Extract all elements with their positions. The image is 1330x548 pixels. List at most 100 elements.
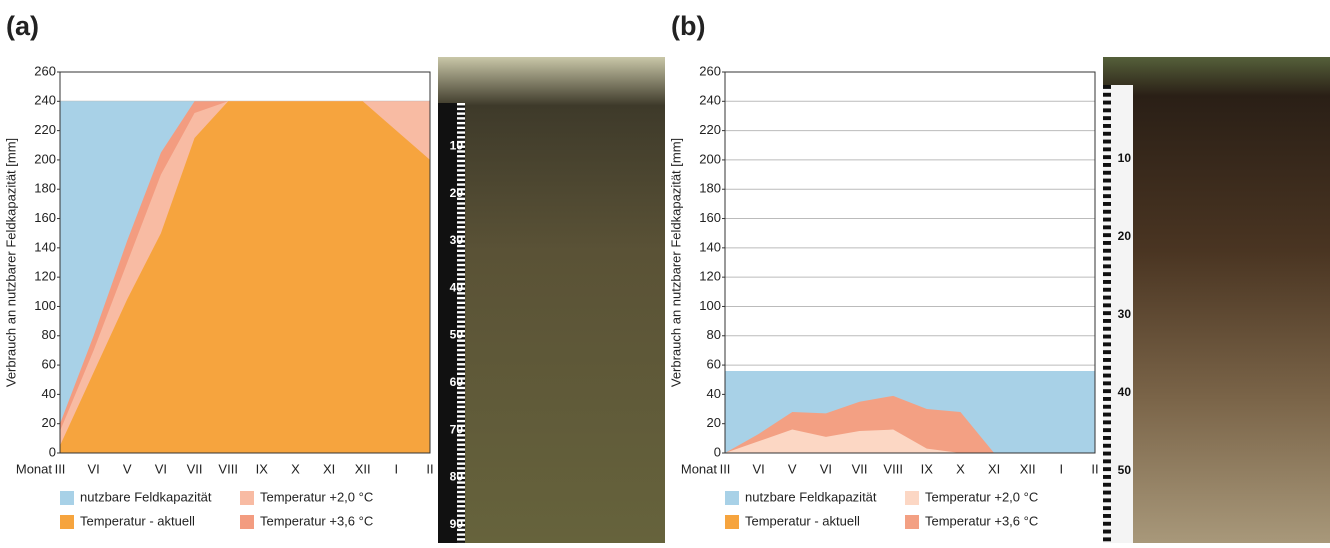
x-tick-label: III: [720, 461, 731, 476]
y-tick-label: 100: [34, 298, 56, 313]
x-tick-label: IX: [256, 461, 269, 476]
x-tick-label: VI: [752, 461, 764, 476]
ruler-mark: [457, 392, 465, 394]
ruler-mark: [1103, 288, 1111, 292]
scale-label: 50: [450, 328, 464, 342]
legend-swatch: [240, 491, 254, 505]
ruler-mark: [1103, 374, 1111, 378]
scale-label: 90: [450, 517, 464, 531]
legend-swatch: [725, 491, 739, 505]
scale-label: 10: [450, 138, 464, 152]
ruler-mark: [457, 396, 465, 398]
ruler-mark: [1103, 342, 1111, 346]
y-tick-label: 240: [34, 93, 56, 108]
ruler-mark: [1103, 405, 1111, 409]
ruler-mark: [457, 406, 465, 408]
ruler-mark: [457, 354, 465, 356]
ruler-mark: [1103, 413, 1111, 417]
y-tick-label: 120: [34, 269, 56, 284]
y-tick-label: 80: [707, 327, 721, 342]
ruler-mark: [1103, 85, 1111, 89]
ruler-mark: [457, 311, 465, 313]
ruler-mark: [1103, 444, 1111, 448]
y-tick-label: 220: [34, 122, 56, 137]
ruler-mark: [1103, 116, 1111, 120]
ruler-mark: [457, 344, 465, 346]
ruler-mark: [1103, 366, 1111, 370]
ruler-mark: [1103, 264, 1111, 268]
ruler-mark: [457, 131, 465, 133]
ruler-mark: [1103, 202, 1111, 206]
x-axis-label: Monat: [681, 461, 718, 476]
x-tick-label: III: [55, 461, 66, 476]
ruler-mark: [1103, 163, 1111, 167]
ruler-mark: [457, 533, 465, 535]
y-tick-label: 140: [34, 239, 56, 254]
ruler-mark: [457, 264, 465, 266]
photo-b: [1103, 57, 1330, 543]
scale-label: 80: [450, 470, 464, 484]
x-tick-label: XI: [988, 461, 1000, 476]
ruler-mark: [1103, 311, 1111, 315]
ruler-mark: [1103, 522, 1111, 526]
ruler-mark: [457, 505, 465, 507]
ruler-mark: [1103, 186, 1111, 190]
scale-label: 40: [450, 280, 464, 294]
y-axis-label: Verbrauch an nutzbarer Feldkapazität [mm…: [3, 138, 18, 387]
ruler-mark: [457, 306, 465, 308]
ruler-mark: [457, 164, 465, 166]
ruler-mark: [1103, 397, 1111, 401]
y-tick-label: 20: [707, 415, 721, 430]
ruler-mark: [457, 510, 465, 512]
ruler-mark: [457, 439, 465, 441]
y-tick-label: 140: [699, 239, 721, 254]
ruler-mark: [1103, 241, 1111, 245]
x-tick-label: X: [956, 461, 965, 476]
ruler-mark: [1103, 537, 1111, 541]
ruler-mark: [1103, 249, 1111, 253]
photo-a: [438, 57, 665, 543]
x-tick-label: VII: [187, 461, 203, 476]
y-tick-label: 80: [42, 327, 56, 342]
ruler-mark: [457, 302, 465, 304]
y-tick-label: 120: [699, 269, 721, 284]
ruler-mark: [1103, 272, 1111, 276]
x-tick-label: V: [123, 461, 132, 476]
ruler-mark: [457, 103, 465, 105]
ruler-mark: [457, 155, 465, 157]
ruler-mark: [457, 212, 465, 214]
ruler-mark: [1103, 459, 1111, 463]
legend-label: Temperatur +2,0 °C: [260, 489, 373, 504]
ruler-mark: [1103, 132, 1111, 136]
ruler-mark: [457, 358, 465, 360]
y-tick-label: 40: [707, 386, 721, 401]
ruler-mark: [457, 202, 465, 204]
ruler-mark: [1103, 498, 1111, 502]
legend-swatch: [60, 491, 74, 505]
ruler-mark: [1103, 350, 1111, 354]
ruler-mark: [457, 538, 465, 540]
y-tick-label: 200: [34, 151, 56, 166]
ruler-mark: [1103, 381, 1111, 385]
ruler-mark: [457, 174, 465, 176]
ruler-mark: [1103, 147, 1111, 151]
legend-label: Temperatur +2,0 °C: [925, 489, 1038, 504]
scale-label: 70: [450, 422, 464, 436]
legend-label: Temperatur - aktuell: [80, 513, 195, 528]
ruler-mark: [457, 491, 465, 493]
ruler-mark: [1103, 225, 1111, 229]
ruler-mark: [1103, 101, 1111, 105]
legend-label: Temperatur +3,6 °C: [925, 513, 1038, 528]
soil-photo: [1103, 57, 1330, 543]
ruler-mark: [1103, 483, 1111, 487]
ruler-mark: [1103, 327, 1111, 331]
x-tick-label: II: [426, 461, 433, 476]
ruler-mark: [457, 297, 465, 299]
y-tick-label: 260: [699, 63, 721, 78]
y-tick-label: 240: [699, 93, 721, 108]
scale-label: 30: [1118, 307, 1132, 321]
x-tick-label: IX: [921, 461, 934, 476]
x-tick-label: VIII: [218, 461, 238, 476]
scale-label: 30: [450, 233, 464, 247]
ruler-mark: [457, 254, 465, 256]
